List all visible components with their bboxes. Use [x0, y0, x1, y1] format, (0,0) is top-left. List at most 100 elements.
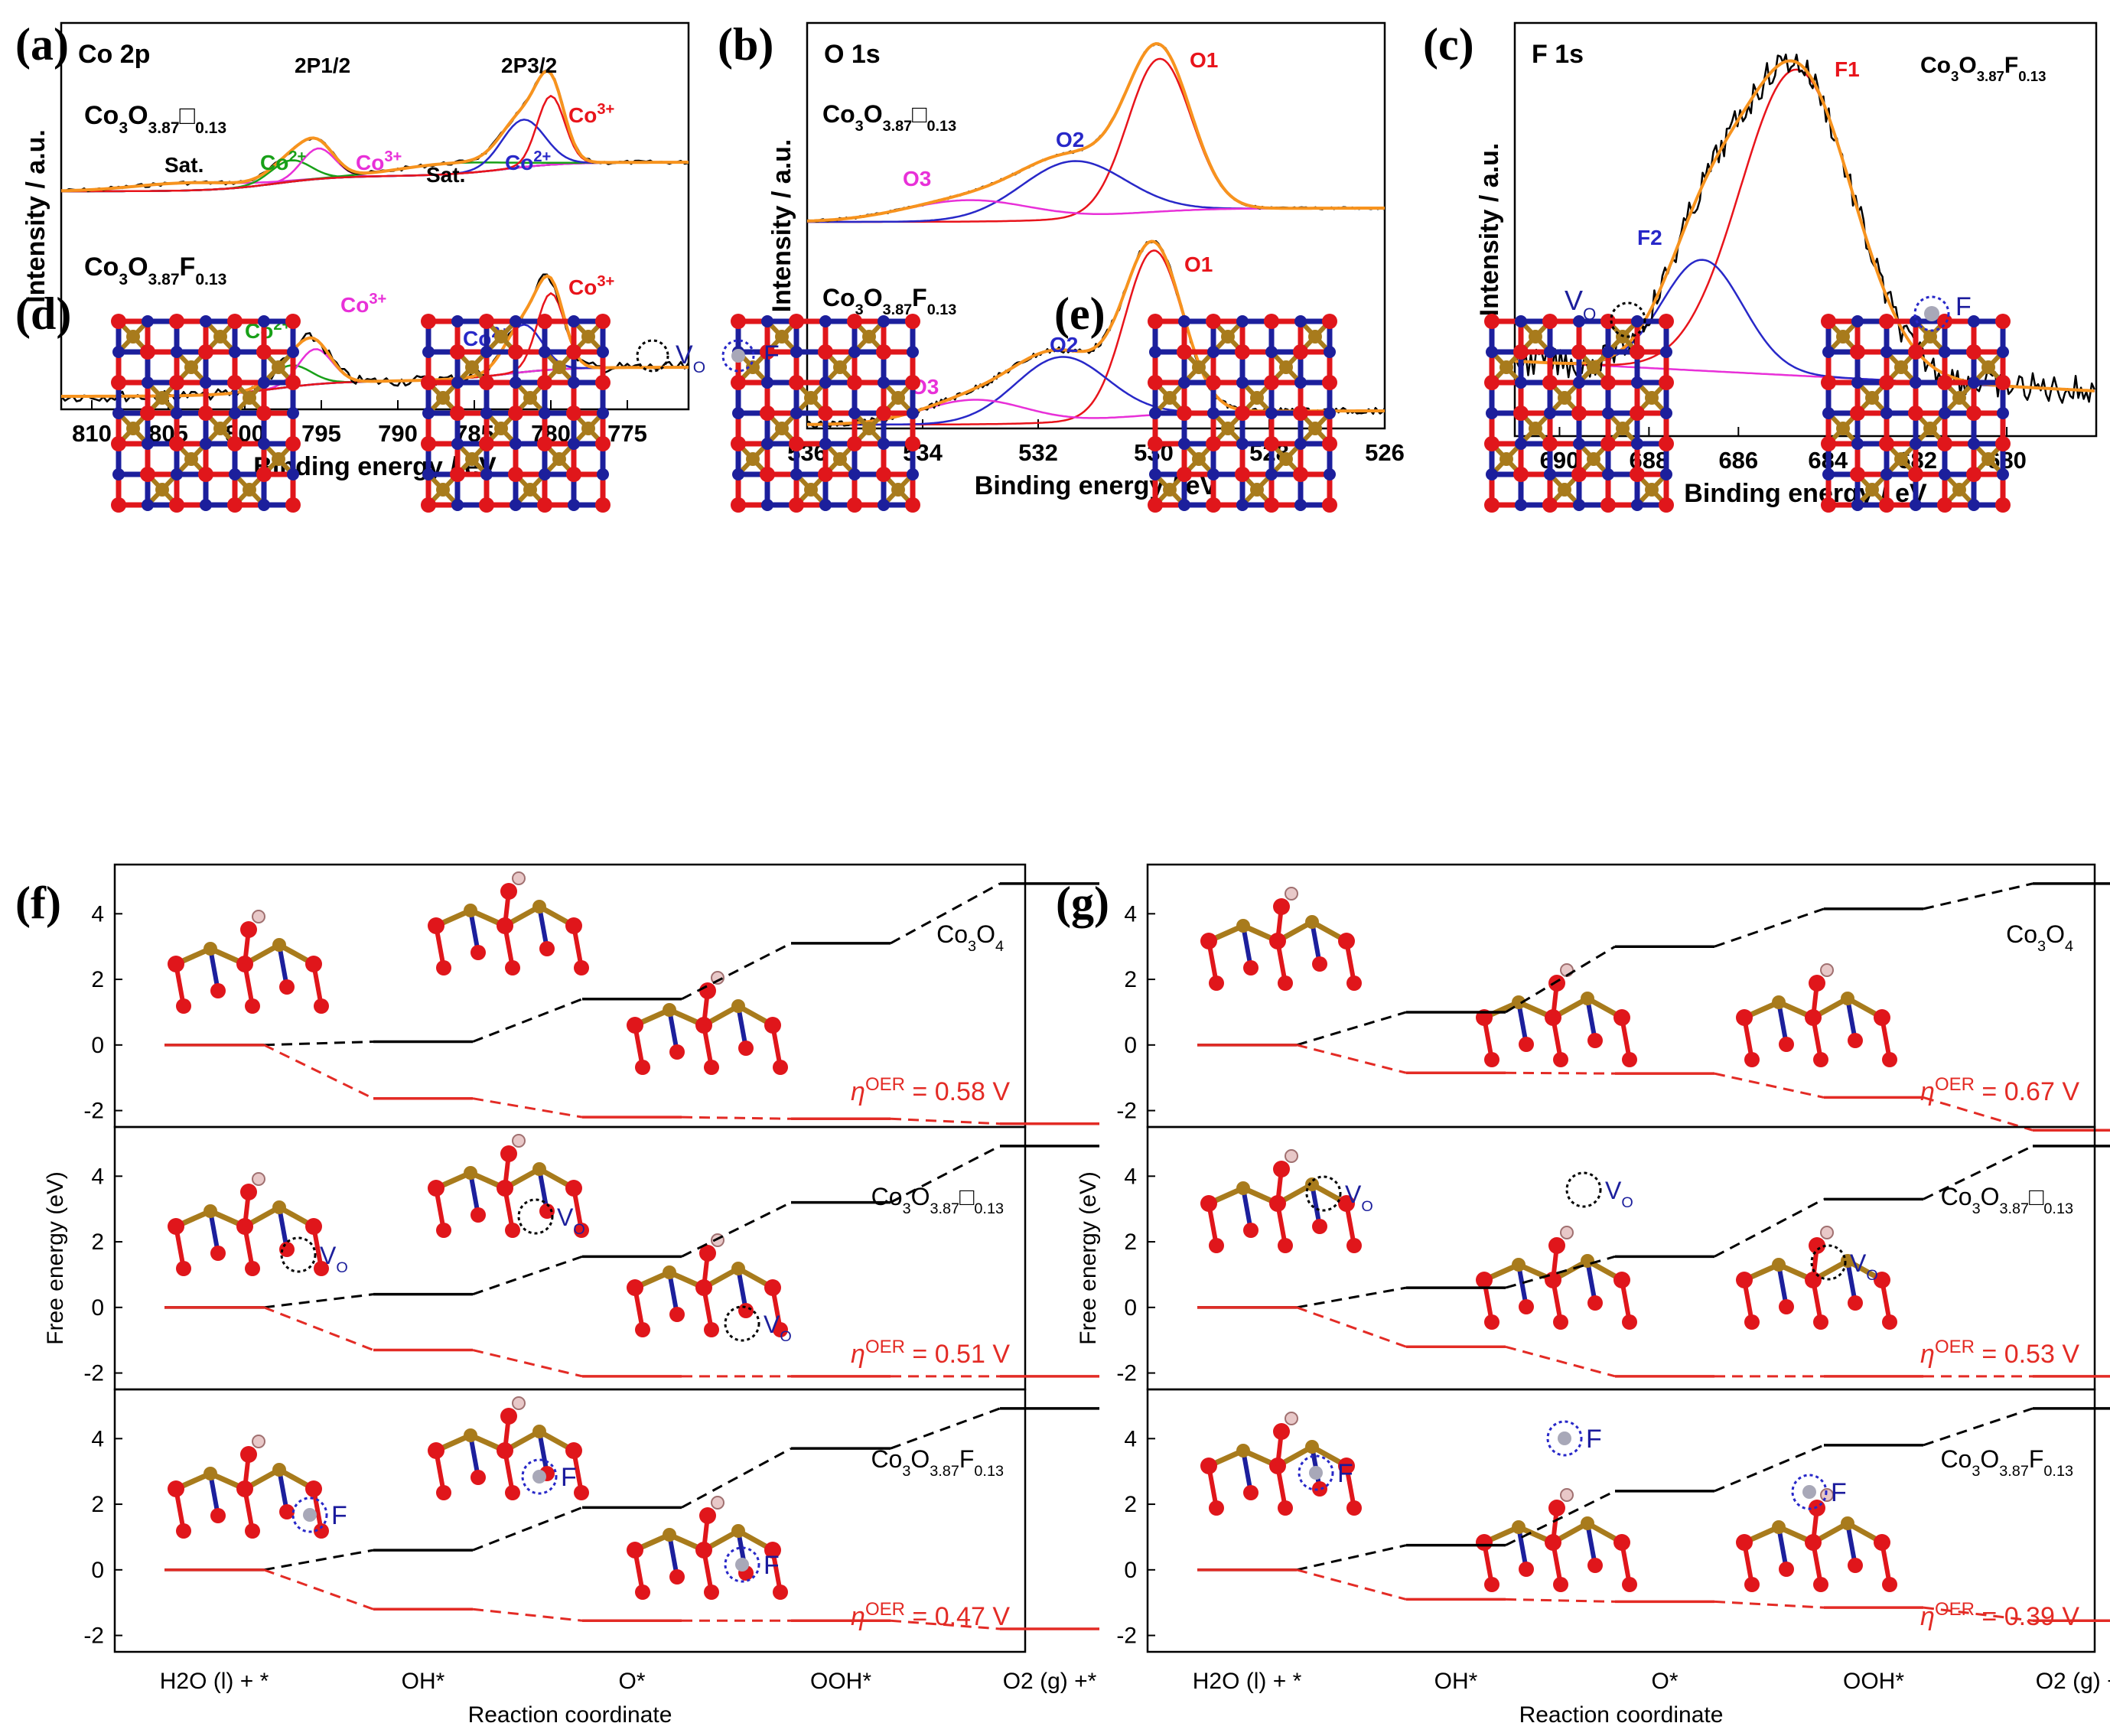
co-atom	[1236, 499, 1249, 511]
co-tetrahedral-atom	[1952, 483, 1966, 497]
o-atom	[773, 1322, 788, 1337]
co-tetrahedral-atom	[775, 330, 789, 344]
o-atom	[198, 467, 213, 482]
co-atom	[848, 468, 861, 480]
o-atom	[635, 1060, 650, 1075]
o-atom	[240, 1446, 257, 1463]
vacancy-label: VO	[1605, 1177, 1633, 1211]
co-atom	[568, 376, 580, 389]
o-atom	[1293, 467, 1308, 482]
o-atom	[285, 497, 301, 513]
co-atom	[464, 1166, 477, 1180]
o-atom	[1874, 1009, 1890, 1026]
co-tetrahedral-atom	[1279, 360, 1293, 374]
y-axis-label: Intensity / a.u.	[767, 139, 796, 313]
co-atom	[451, 376, 464, 389]
o-atom	[428, 1442, 444, 1459]
crystal-structure	[731, 314, 920, 513]
o-atom	[305, 1218, 322, 1235]
x-tick-label: 686	[1718, 447, 1758, 474]
sample-label: Co3O4	[936, 920, 1004, 955]
o-atom	[1908, 344, 1923, 360]
o-atom	[1874, 1272, 1890, 1288]
o-atom	[1542, 375, 1558, 390]
o-atom	[169, 436, 184, 451]
o-atom	[847, 314, 862, 329]
panel-label-e: (e)	[1054, 288, 1105, 339]
o-atom	[764, 1279, 781, 1296]
o-atom	[1148, 314, 1163, 329]
peak-annotation: Sat.	[164, 153, 204, 177]
o-atom	[1622, 1577, 1637, 1592]
o-atom	[1322, 497, 1337, 513]
o-atom	[627, 1279, 643, 1296]
x-category-label: H2O (l) + *	[1193, 1669, 1302, 1694]
co-atom	[200, 376, 212, 389]
co-atom	[1207, 346, 1219, 358]
co-tetrahedral-atom	[1250, 391, 1264, 405]
u0-connector	[681, 1447, 792, 1509]
u0-connector	[1714, 1444, 1825, 1493]
x-tick-label: 775	[607, 420, 647, 447]
co-atom	[1544, 346, 1556, 358]
o-atom	[1312, 956, 1327, 972]
o-atom	[1937, 375, 1952, 390]
co-tetrahedral-atom	[581, 330, 595, 344]
y-axis-label: Intensity / a.u.	[1475, 143, 1504, 317]
adsorbate-model	[168, 1435, 329, 1539]
o-atom	[1821, 497, 1836, 513]
o-atom	[245, 998, 260, 1014]
y-tick-label: 4	[91, 1164, 104, 1189]
o-atom	[1571, 344, 1587, 360]
o-atom	[1879, 314, 1894, 329]
y-tick-label: 2	[1124, 967, 1137, 992]
o-atom	[1513, 406, 1529, 421]
co-atom	[1178, 499, 1190, 511]
co-tetrahedral-atom	[1587, 360, 1600, 374]
co-atom	[1851, 499, 1864, 511]
co-atom	[907, 346, 919, 358]
y-tick-label: -2	[83, 1624, 104, 1649]
o-atom	[1937, 497, 1952, 513]
o-atom	[539, 1203, 555, 1219]
co-tetrahedral-atom	[1587, 452, 1600, 466]
co-atom	[1544, 407, 1556, 419]
co-tetrahedral-atom	[1163, 391, 1177, 405]
co-atom	[1968, 315, 1980, 327]
o-atom	[436, 960, 451, 975]
sample-label: Co3O3.87F0.13	[1920, 53, 2046, 84]
co-atom	[1294, 376, 1307, 389]
o-atom	[731, 436, 746, 451]
o-atom	[1322, 314, 1337, 329]
o-atom	[1548, 975, 1565, 992]
x-category-label: O2 (g) +*	[2036, 1669, 2110, 1694]
x-tick-label: 790	[378, 420, 418, 447]
fluorine-marker	[1298, 1454, 1334, 1491]
o-atom	[1850, 406, 1865, 421]
o-atom	[627, 1542, 643, 1558]
co-tetrahedral-atom	[581, 422, 595, 435]
o-atom	[1542, 314, 1558, 329]
co-tetrahedral-atom	[1645, 391, 1659, 405]
o-atom	[245, 1523, 260, 1539]
panel-g: -2 0 2 4 Co3O4 ηOER = 0.67 V -2 0 2 4 Co3O3.87□0.1…	[1076, 863, 2110, 1728]
o-atom	[1659, 436, 1674, 451]
o-atom	[436, 1485, 451, 1500]
co-tetrahedral-atom	[552, 360, 566, 374]
o-atom	[669, 1307, 685, 1322]
co-tetrahedral-atom	[1923, 422, 1937, 435]
co-tetrahedral-atom	[155, 483, 169, 497]
co-atom	[761, 315, 773, 327]
o-atom	[1848, 1033, 1863, 1048]
vacancy-marker	[1565, 1171, 1602, 1208]
o-atom	[760, 344, 775, 360]
o-atom	[508, 406, 523, 421]
o-atom	[1278, 975, 1293, 991]
co-atom	[200, 315, 212, 327]
o-atom	[285, 314, 301, 329]
o-atom	[500, 883, 517, 900]
o-atom	[1200, 1458, 1217, 1474]
o-atom	[1346, 1238, 1362, 1253]
co-tetrahedral-atom	[1981, 452, 1995, 466]
o-atom	[1264, 375, 1279, 390]
